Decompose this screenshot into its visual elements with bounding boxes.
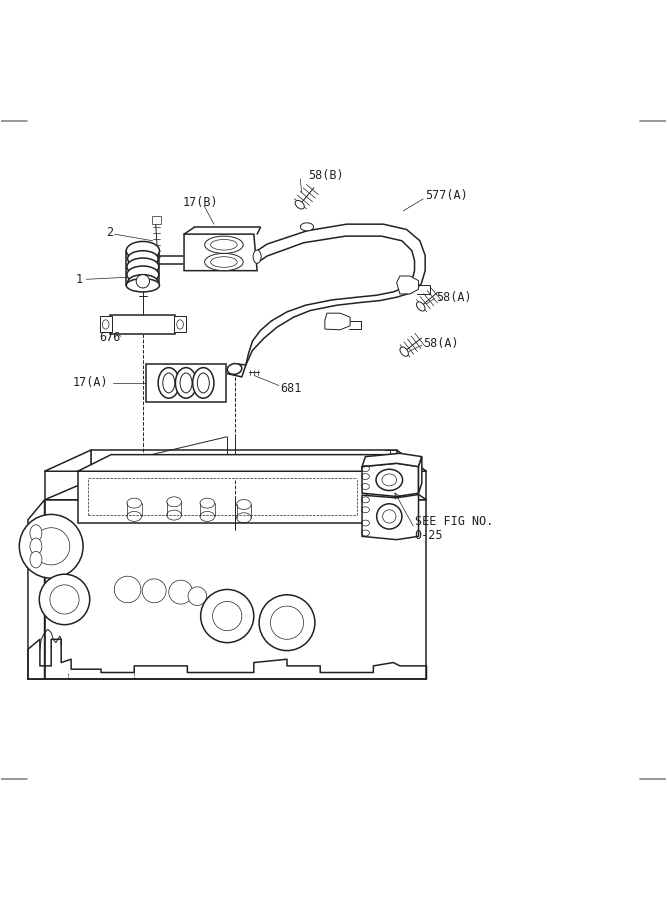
Polygon shape — [362, 464, 418, 497]
Polygon shape — [78, 472, 367, 523]
Ellipse shape — [127, 274, 158, 291]
Polygon shape — [110, 315, 175, 334]
Text: 58(B): 58(B) — [308, 169, 344, 182]
Polygon shape — [184, 234, 257, 271]
Polygon shape — [45, 500, 426, 680]
Ellipse shape — [211, 256, 237, 267]
Ellipse shape — [253, 250, 261, 264]
Ellipse shape — [205, 236, 243, 254]
Ellipse shape — [163, 373, 175, 393]
Ellipse shape — [127, 258, 159, 275]
Polygon shape — [362, 494, 418, 540]
Circle shape — [259, 595, 315, 651]
Text: 681: 681 — [280, 382, 301, 395]
Text: 0-25: 0-25 — [414, 528, 443, 542]
Ellipse shape — [197, 373, 209, 393]
Text: SEE FIG NO.: SEE FIG NO. — [414, 515, 493, 528]
Circle shape — [188, 587, 207, 606]
Ellipse shape — [127, 266, 159, 284]
Ellipse shape — [400, 347, 408, 356]
Text: 58(A): 58(A) — [423, 338, 459, 350]
Circle shape — [136, 274, 149, 288]
Ellipse shape — [126, 241, 159, 260]
Text: 17(B): 17(B) — [183, 196, 218, 210]
Circle shape — [33, 527, 70, 565]
Polygon shape — [45, 450, 426, 472]
Ellipse shape — [158, 367, 179, 398]
Ellipse shape — [175, 367, 197, 398]
Ellipse shape — [416, 302, 425, 311]
Polygon shape — [174, 317, 186, 332]
Ellipse shape — [376, 469, 403, 491]
Polygon shape — [325, 313, 350, 329]
Polygon shape — [45, 480, 426, 500]
Polygon shape — [78, 454, 400, 472]
Ellipse shape — [193, 367, 214, 398]
Ellipse shape — [180, 373, 192, 393]
Circle shape — [50, 585, 79, 614]
Ellipse shape — [382, 474, 397, 486]
Text: 17(A): 17(A) — [73, 376, 109, 390]
Bar — [152, 216, 161, 224]
Ellipse shape — [377, 504, 402, 529]
Circle shape — [39, 574, 90, 625]
Polygon shape — [397, 276, 418, 294]
Ellipse shape — [30, 552, 42, 568]
Polygon shape — [28, 500, 45, 680]
Circle shape — [142, 579, 166, 603]
Ellipse shape — [227, 364, 241, 374]
Polygon shape — [367, 454, 400, 523]
Text: 577(A): 577(A) — [425, 189, 468, 202]
Circle shape — [169, 580, 193, 604]
Ellipse shape — [205, 254, 243, 271]
Ellipse shape — [211, 239, 237, 250]
Text: 58(A): 58(A) — [436, 291, 472, 303]
Ellipse shape — [30, 525, 42, 541]
Polygon shape — [99, 317, 111, 332]
Circle shape — [19, 515, 83, 578]
Circle shape — [114, 576, 141, 603]
Polygon shape — [362, 454, 422, 466]
Ellipse shape — [295, 201, 304, 209]
Ellipse shape — [126, 279, 159, 292]
Text: 1: 1 — [76, 273, 83, 286]
Circle shape — [270, 606, 303, 639]
Text: 676: 676 — [99, 331, 121, 344]
Ellipse shape — [30, 538, 42, 554]
Circle shape — [213, 601, 242, 631]
Polygon shape — [418, 456, 422, 493]
Text: 2: 2 — [105, 226, 113, 239]
Circle shape — [201, 590, 253, 643]
Ellipse shape — [127, 251, 158, 266]
Ellipse shape — [383, 509, 396, 523]
Ellipse shape — [300, 223, 313, 230]
